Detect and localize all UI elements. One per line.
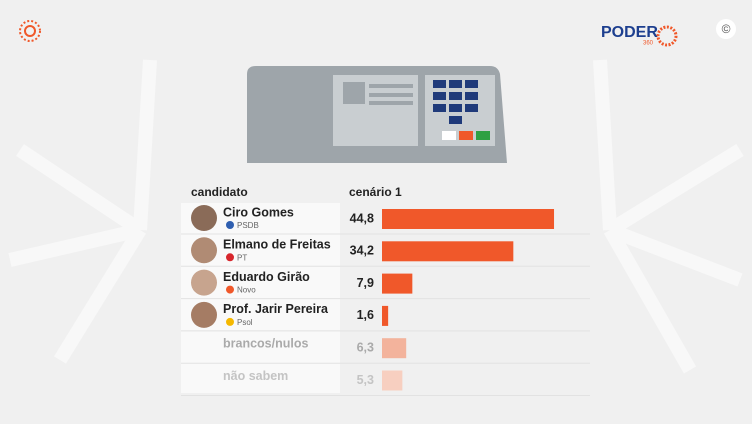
candidate-name: Elmano de Freitas	[223, 238, 331, 252]
series-header: cenário 1	[349, 185, 402, 199]
value-label: 5,3	[357, 373, 374, 387]
value-label: 44,8	[350, 211, 374, 225]
bar	[382, 305, 389, 326]
value-label: 1,6	[357, 308, 374, 322]
bar	[382, 273, 413, 294]
voting-machine	[247, 66, 507, 163]
value-label: 7,9	[357, 276, 374, 290]
table-panel	[181, 203, 340, 393]
party-name: PT	[237, 253, 247, 262]
bar	[382, 338, 407, 359]
category-name: brancos/nulos	[223, 336, 308, 350]
avatar	[191, 301, 217, 328]
logo-name: PODER	[601, 24, 658, 41]
logo-sun	[656, 25, 678, 47]
party-name: PSDB	[237, 221, 259, 230]
party-icon	[226, 317, 234, 326]
party-icon	[226, 285, 234, 294]
candidate-name: Eduardo Girão	[223, 270, 310, 284]
bar	[382, 241, 514, 262]
value-label: 34,2	[350, 244, 374, 258]
category-name: não sabem	[223, 369, 288, 383]
party-icon	[226, 221, 234, 229]
category-header: candidato	[191, 185, 248, 199]
bar	[382, 370, 403, 391]
copyright: ©	[722, 22, 731, 36]
avatar	[191, 269, 217, 296]
logo-sub: 360	[643, 41, 654, 47]
avatar	[191, 205, 217, 231]
party-icon	[226, 253, 234, 262]
candidate-name: Prof. Jarir Pereira	[223, 302, 329, 316]
value-label: 6,3	[357, 340, 374, 354]
candidate-name: Ciro Gomes	[223, 205, 294, 219]
sunburst	[8, 59, 744, 374]
bar	[382, 209, 555, 229]
avatar	[191, 237, 217, 264]
party-name: Novo	[237, 286, 256, 295]
party-name: Psol	[237, 318, 253, 327]
copyright-badge	[716, 19, 736, 39]
small-logo	[19, 20, 41, 42]
